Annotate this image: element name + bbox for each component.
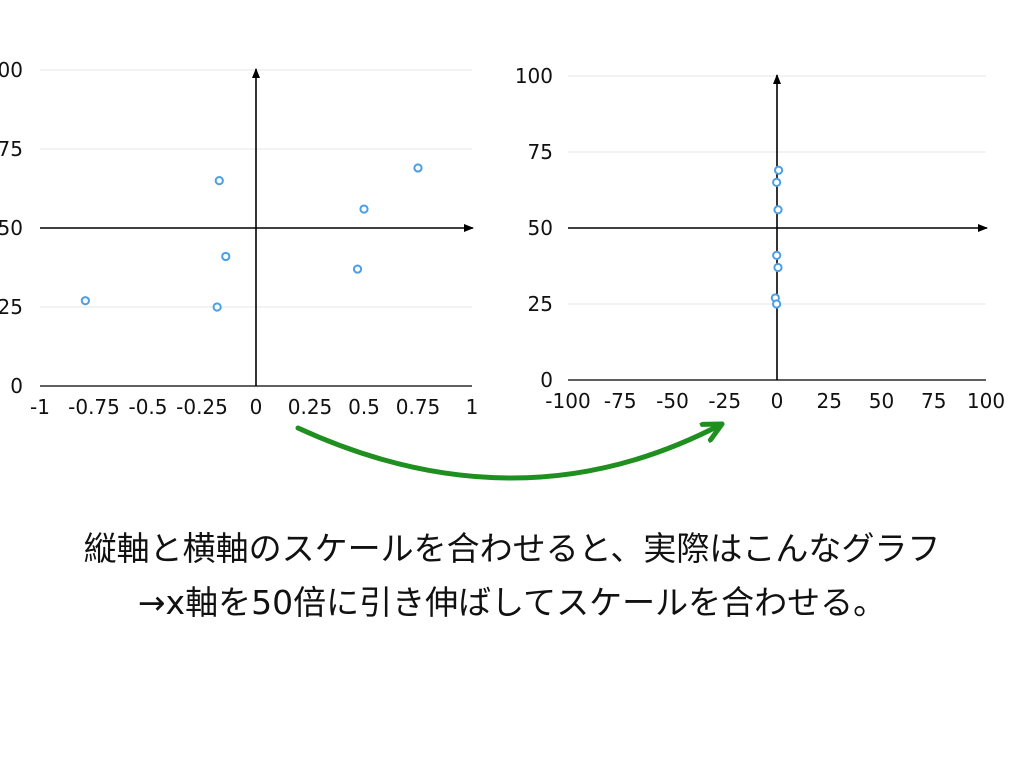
y-tick-label: 25: [0, 295, 23, 319]
scatter-point: [413, 163, 423, 173]
y-tick-label: 0: [10, 374, 23, 398]
scatter-point: [212, 302, 222, 312]
x-tick-label: 25: [817, 389, 842, 413]
scatter-point: [214, 176, 224, 186]
scatter-point: [773, 205, 783, 215]
y-tick-label: 0: [540, 368, 553, 392]
scatter-point: [773, 262, 783, 273]
x-tick-label: -0.5: [128, 395, 167, 419]
y-tick-label: 75: [528, 140, 553, 164]
y-tick-label: 50: [528, 216, 553, 240]
x-tick-label: 0: [771, 389, 784, 413]
scatter-point: [772, 250, 782, 260]
scatter-chart-left: 0 25 50 75 100 -1 -0.75 -0.5 -0.25 0 0.25 0.5 0.75 1: [0, 58, 478, 419]
scatter-chart-right: 0 25 50 75 100 -100 -75 -50 -25 0 25 50 75 100: [515, 64, 1005, 413]
transform-arrow: [295, 421, 725, 481]
scatter-point: [359, 204, 369, 214]
x-tick-label: -100: [545, 389, 590, 413]
y-tick-label: 50: [0, 216, 23, 240]
scatter-point: [772, 299, 782, 309]
x-tick-label: 0.5: [348, 395, 380, 419]
x-tick-label: 1: [466, 395, 479, 419]
scatter-point: [772, 177, 782, 187]
x-tick-label: -75: [604, 389, 637, 413]
caption-line-2: →x軸を50倍に引き伸ばしてスケールを合わせる。: [137, 583, 887, 622]
y-tick-label: 75: [0, 137, 23, 161]
x-tick-label: 0.75: [396, 395, 441, 419]
caption-line-1: 縦軸と横軸のスケールを合わせると、実際はこんなグラフ: [83, 529, 941, 568]
x-tick-label: -25: [708, 389, 741, 413]
x-tick-label: -50: [656, 389, 689, 413]
x-tick-label: 100: [967, 389, 1005, 413]
x-tick-label: -0.75: [68, 395, 120, 419]
x-tick-label: -0.25: [176, 395, 228, 419]
x-tick-label: 0.25: [288, 395, 333, 419]
scatter-point: [352, 264, 363, 274]
y-tick-label: 25: [528, 292, 553, 316]
scatter-point: [773, 165, 784, 175]
x-tick-label: 0: [250, 395, 263, 419]
x-tick-label: 50: [869, 389, 894, 413]
scatter-point: [80, 296, 90, 306]
y-tick-label: 100: [0, 58, 23, 82]
x-tick-label: 75: [921, 389, 946, 413]
y-tick-label: 100: [515, 64, 553, 88]
scatter-point: [221, 251, 231, 262]
x-tick-label: -1: [30, 395, 50, 419]
